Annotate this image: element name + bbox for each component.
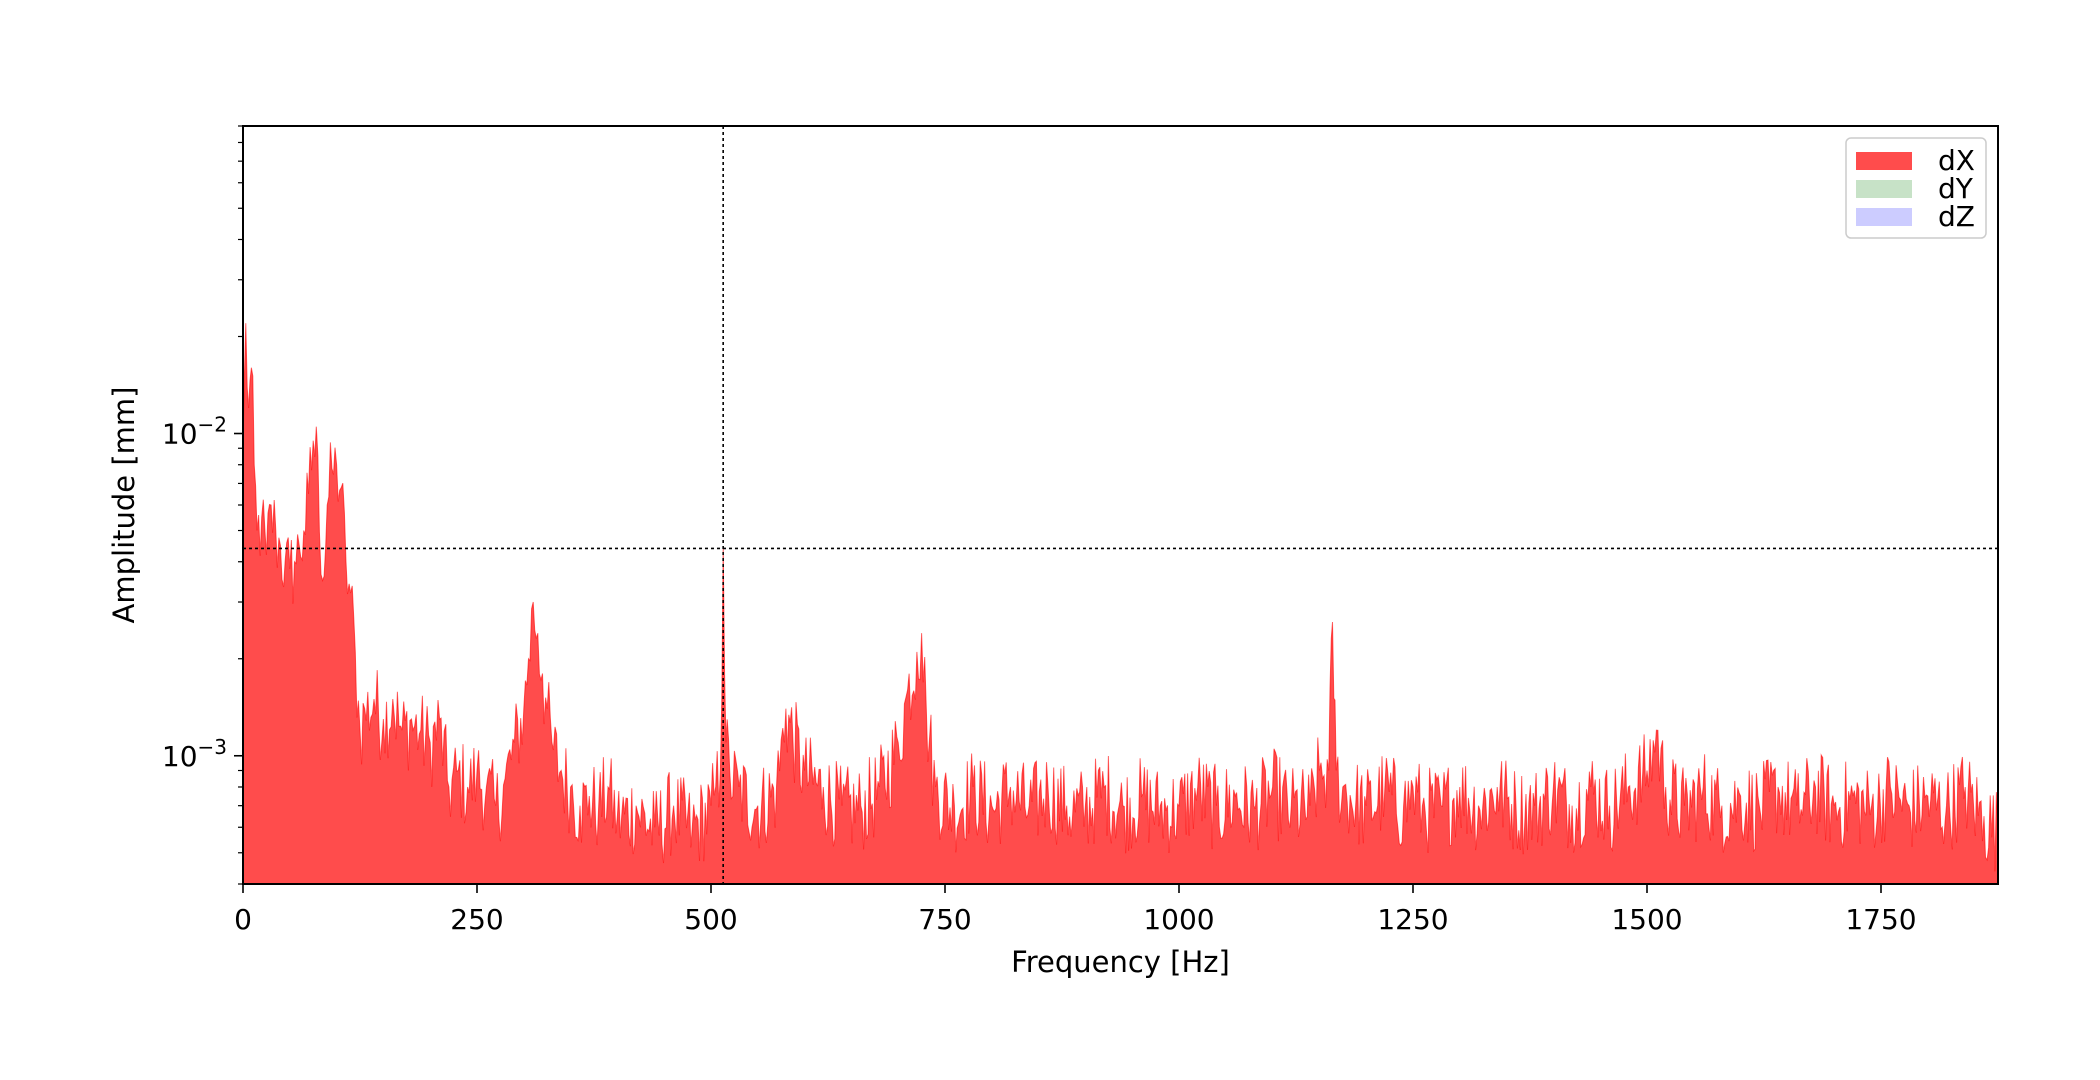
- legend-label-dZ: dZ: [1938, 200, 1975, 233]
- x-tick-label: 500: [684, 903, 737, 936]
- y-tick-label: 10−3: [162, 735, 227, 773]
- legend-swatch-dY: [1856, 180, 1912, 198]
- x-tick-label: 1250: [1377, 903, 1448, 936]
- legend-swatch-dZ: [1856, 208, 1912, 226]
- x-axis: 0 250 500 750 1000 1250 1500 1750: [234, 884, 1917, 936]
- x-tick-label: 0: [234, 903, 252, 936]
- x-axis-label: Frequency [Hz]: [1011, 945, 1230, 979]
- x-tick-label: 1500: [1611, 903, 1682, 936]
- x-tick-label: 250: [450, 903, 503, 936]
- x-tick-label: 1000: [1143, 903, 1214, 936]
- legend-label-dY: dY: [1938, 172, 1974, 205]
- crosshair: [243, 126, 1998, 884]
- x-tick-label: 1750: [1845, 903, 1916, 936]
- x-tick-label: 750: [918, 903, 971, 936]
- series-area-dX: [243, 323, 1998, 884]
- series-layer: [243, 323, 1998, 884]
- legend-label-dX: dX: [1938, 144, 1975, 177]
- y-tick-label: 10−2: [162, 413, 227, 451]
- y-axis-label: Amplitude [mm]: [107, 387, 141, 624]
- y-axis: 10−3 10−2: [162, 125, 243, 885]
- legend-swatch-dX: [1856, 152, 1912, 170]
